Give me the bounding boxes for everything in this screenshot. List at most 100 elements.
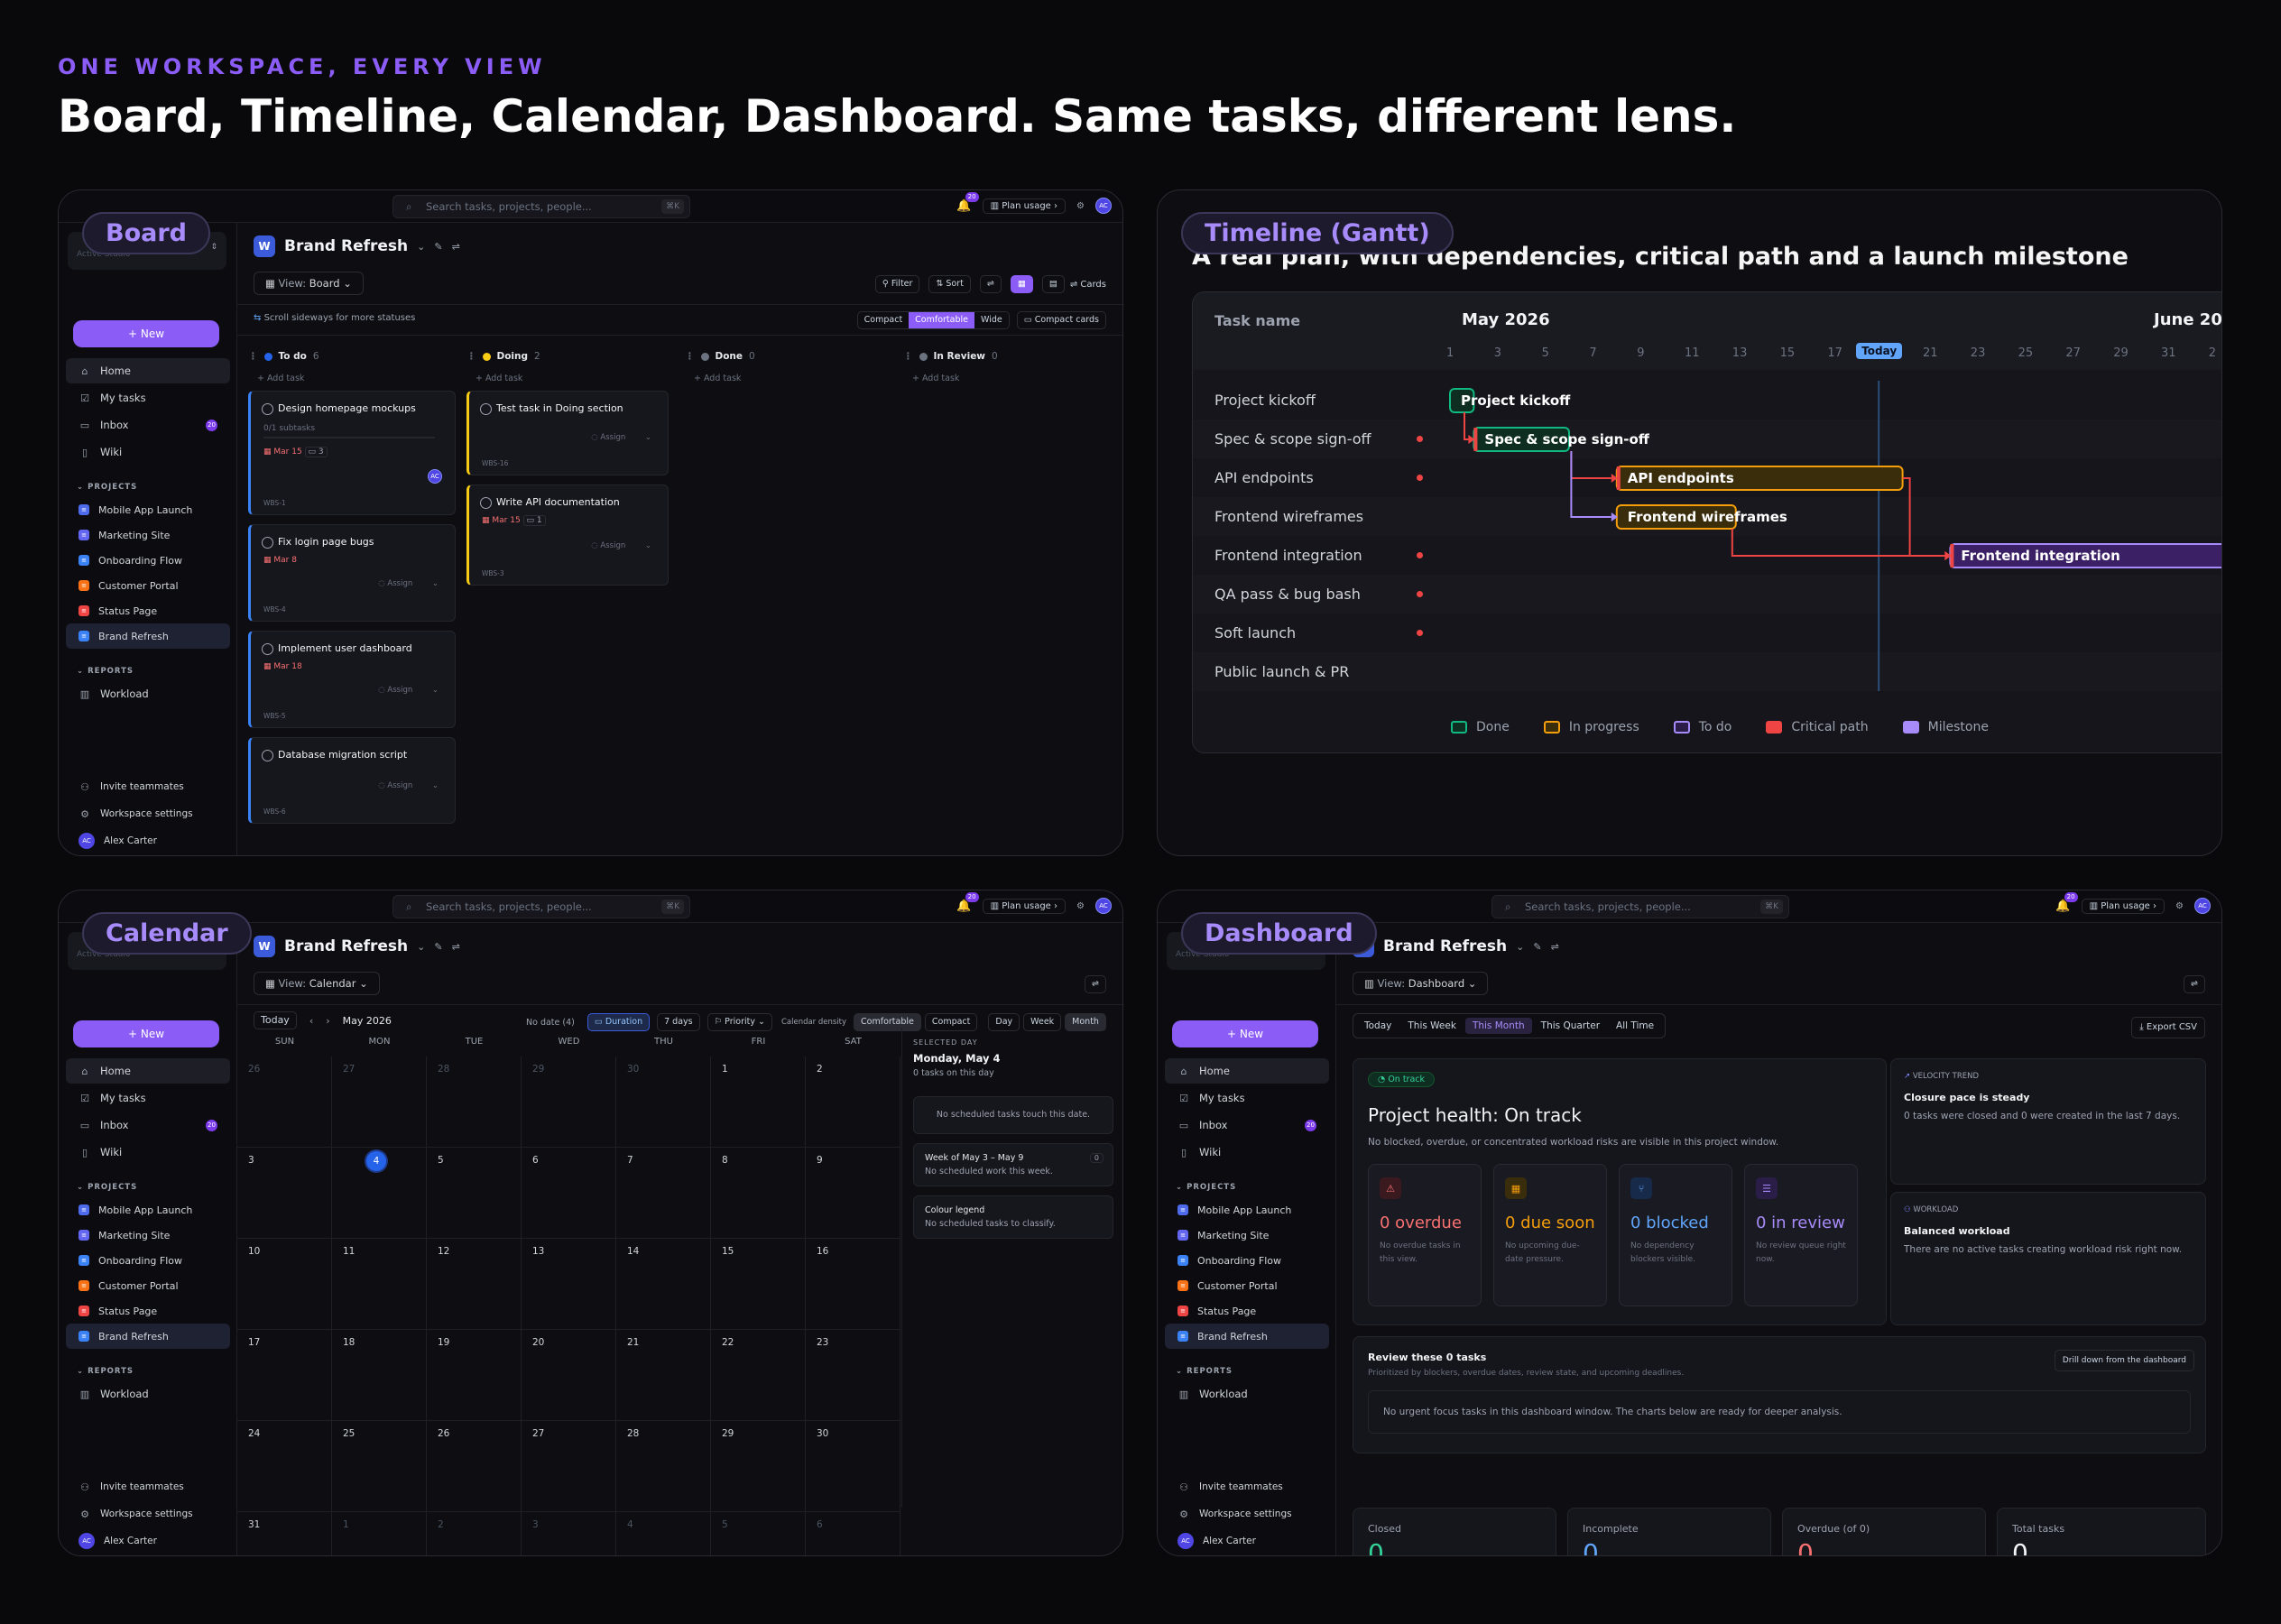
calendar-day[interactable]: 15 xyxy=(711,1239,806,1330)
invite-teammates[interactable]: ⚇ Invite teammates xyxy=(66,1474,230,1499)
sidebar-project[interactable]: ≡ Status Page xyxy=(66,598,230,623)
density-compact[interactable]: Compact xyxy=(924,1013,978,1031)
calendar-day[interactable]: 26 xyxy=(237,1057,332,1148)
task-card[interactable]: Fix login page bugs ▦ Mar 8 ◌ Assign ⌄ W… xyxy=(248,524,456,622)
calendar-day[interactable]: 16 xyxy=(806,1239,900,1330)
sidebar-project[interactable]: ≡ Marketing Site xyxy=(1165,1223,1329,1248)
chevron-down-icon[interactable]: ⌄ xyxy=(417,940,426,953)
view-switcher[interactable]: ▦ View: Calendar ⌄ xyxy=(254,972,380,995)
calendar-day[interactable]: 27 xyxy=(332,1057,427,1148)
calendar-day[interactable]: 5 xyxy=(711,1512,806,1555)
sliders-icon[interactable]: ⇌ xyxy=(451,240,460,253)
assign-button[interactable]: ◌ Assign ⌄ xyxy=(591,541,651,550)
sidebar-project[interactable]: ≡ Mobile App Launch xyxy=(66,1197,230,1223)
sidebar-item-my-tasks[interactable]: ☑ My tasks xyxy=(66,385,230,411)
compact-cards-button[interactable]: ▭ Compact cards xyxy=(1016,311,1106,329)
reports-section-header[interactable]: ⌄ REPORTS xyxy=(1165,1361,1329,1381)
sliders-icon[interactable]: ⇌ xyxy=(1085,975,1106,993)
calendar-day[interactable]: 13 xyxy=(522,1239,616,1330)
calendar-day[interactable]: 30 xyxy=(806,1421,900,1512)
calendar-day[interactable]: 28 xyxy=(616,1421,711,1512)
view-switcher[interactable]: ▥ View: Dashboard ⌄ xyxy=(1353,972,1489,995)
sliders-icon[interactable]: ⇌ xyxy=(1550,940,1559,953)
calendar-day[interactable]: 11 xyxy=(332,1239,427,1330)
calendar-day[interactable]: 25 xyxy=(332,1421,427,1512)
prev-month-icon[interactable]: ‹ xyxy=(309,1014,314,1027)
invite-teammates[interactable]: ⚇ Invite teammates xyxy=(66,774,230,799)
add-task-button[interactable]: + Add task xyxy=(476,374,523,383)
range-select[interactable]: 7 days xyxy=(657,1013,700,1031)
user-profile[interactable]: AC Alex Carter xyxy=(66,1528,230,1554)
mode-week[interactable]: Week xyxy=(1023,1013,1062,1031)
sidebar-project[interactable]: ≡ Onboarding Flow xyxy=(66,548,230,573)
risk-card[interactable]: ⑂ 0 blocked No dependency blockers visible… xyxy=(1619,1164,1732,1306)
gantt-row[interactable]: Soft launch xyxy=(1193,614,2221,652)
settings-toggle-icon[interactable]: ⇌ xyxy=(979,275,1002,293)
risk-card[interactable]: ☰ 0 in review No review queue right now. xyxy=(1744,1164,1858,1306)
risk-card[interactable]: ▦ 0 due soon No upcoming due-date pressure… xyxy=(1493,1164,1607,1306)
assignee-avatar[interactable]: AC xyxy=(428,469,442,484)
calendar-day[interactable]: 9 xyxy=(806,1148,900,1239)
plan-usage-button[interactable]: ▥ Plan usage › xyxy=(982,198,1067,214)
invite-teammates[interactable]: ⚇ Invite teammates xyxy=(1165,1474,1329,1499)
drag-handle-icon[interactable]: ⋮ xyxy=(466,351,476,362)
sidebar-project-active[interactable]: ≡ Brand Refresh xyxy=(66,623,230,649)
priority-filter[interactable]: ⚐ Priority ⌄ xyxy=(706,1013,772,1031)
calendar-day[interactable]: 4 xyxy=(332,1148,427,1239)
mode-month[interactable]: Month xyxy=(1065,1013,1106,1031)
sliders-icon[interactable]: ⇌ xyxy=(2184,975,2205,993)
task-card[interactable]: Test task in Doing section ◌ Assign ⌄ WB… xyxy=(466,391,669,475)
calendar-day[interactable]: 31 xyxy=(237,1512,332,1555)
sidebar-item-workload[interactable]: ▥ Workload xyxy=(66,681,230,706)
calendar-day[interactable]: 23 xyxy=(806,1330,900,1421)
no-date-count[interactable]: No date (4) xyxy=(526,1017,575,1028)
gantt-row[interactable]: Spec & scope sign-off xyxy=(1193,420,2221,458)
calendar-day[interactable]: 21 xyxy=(616,1330,711,1421)
gantt-bar[interactable] xyxy=(1449,388,1475,413)
projects-section-header[interactable]: ⌄ PROJECTS xyxy=(1165,1177,1329,1197)
assign-button[interactable]: ◌ Assign ⌄ xyxy=(378,686,439,695)
notifications-button[interactable]: 🔔 20 xyxy=(956,891,979,913)
drill-down-button[interactable]: Drill down from the dashboard xyxy=(2054,1350,2194,1371)
sidebar-item-wiki[interactable]: ▯ Wiki xyxy=(66,1140,230,1165)
cards-toggle[interactable]: ⇌ Cards xyxy=(1069,279,1106,290)
tab-this-month[interactable]: This Month xyxy=(1464,1018,1532,1034)
sidebar-project[interactable]: ≡ Customer Portal xyxy=(1165,1273,1329,1298)
drag-handle-icon[interactable]: ⋮ xyxy=(685,351,695,362)
calendar-day[interactable]: 7 xyxy=(616,1148,711,1239)
gear-icon[interactable]: ⚙ xyxy=(2175,900,2184,911)
calendar-day[interactable]: 28 xyxy=(427,1057,522,1148)
sidebar-project[interactable]: ≡ Marketing Site xyxy=(66,1223,230,1248)
calendar-day[interactable]: 18 xyxy=(332,1330,427,1421)
project-title[interactable]: Brand Refresh xyxy=(284,937,409,955)
density-wide[interactable]: Wide xyxy=(981,315,1002,325)
sidebar-item-home[interactable]: ⌂ Home xyxy=(66,1058,230,1084)
density-comfortable[interactable]: Comfortable xyxy=(909,312,974,328)
pencil-icon[interactable]: ✎ xyxy=(434,940,443,953)
today-button[interactable]: Today xyxy=(254,1011,297,1029)
new-button[interactable]: + New xyxy=(73,320,219,347)
view-switcher[interactable]: ▦ View: Board ⌄ xyxy=(254,272,364,295)
sidebar-item-wiki[interactable]: ▯ Wiki xyxy=(1165,1140,1329,1165)
task-card[interactable]: Implement user dashboard ▦ Mar 18 ◌ Assi… xyxy=(248,631,456,728)
calendar-day[interactable]: 20 xyxy=(522,1330,616,1421)
workspace-settings[interactable]: ⚙ Workspace settings xyxy=(66,1501,230,1527)
calendar-day[interactable]: 26 xyxy=(427,1421,522,1512)
search-input[interactable]: ⌕ Search tasks, projects, people... ⌘K xyxy=(392,195,690,218)
calendar-day[interactable]: 5 xyxy=(427,1148,522,1239)
new-button[interactable]: + New xyxy=(1172,1020,1318,1047)
task-card[interactable]: Design homepage mockups 0/1 subtasks ▦ M… xyxy=(248,391,456,515)
sidebar-item-home[interactable]: ⌂ Home xyxy=(1165,1058,1329,1084)
list-view-icon[interactable]: ▤ xyxy=(1041,275,1065,293)
sidebar-project[interactable]: ≡ Customer Portal xyxy=(66,573,230,598)
gantt-row[interactable]: QA pass & bug bash xyxy=(1193,575,2221,614)
reports-section-header[interactable]: ⌄ REPORTS xyxy=(66,1361,230,1381)
calendar-day[interactable]: 14 xyxy=(616,1239,711,1330)
add-task-button[interactable]: + Add task xyxy=(912,374,960,383)
risk-card[interactable]: ⚠ 0 overdue No overdue tasks in this view. xyxy=(1368,1164,1482,1306)
sidebar-item-workload[interactable]: ▥ Workload xyxy=(1165,1381,1329,1407)
calendar-day[interactable]: 4 xyxy=(616,1512,711,1555)
assign-button[interactable]: ◌ Assign ⌄ xyxy=(378,579,439,588)
drag-handle-icon[interactable]: ⋮ xyxy=(903,351,913,362)
calendar-day[interactable]: 12 xyxy=(427,1239,522,1330)
